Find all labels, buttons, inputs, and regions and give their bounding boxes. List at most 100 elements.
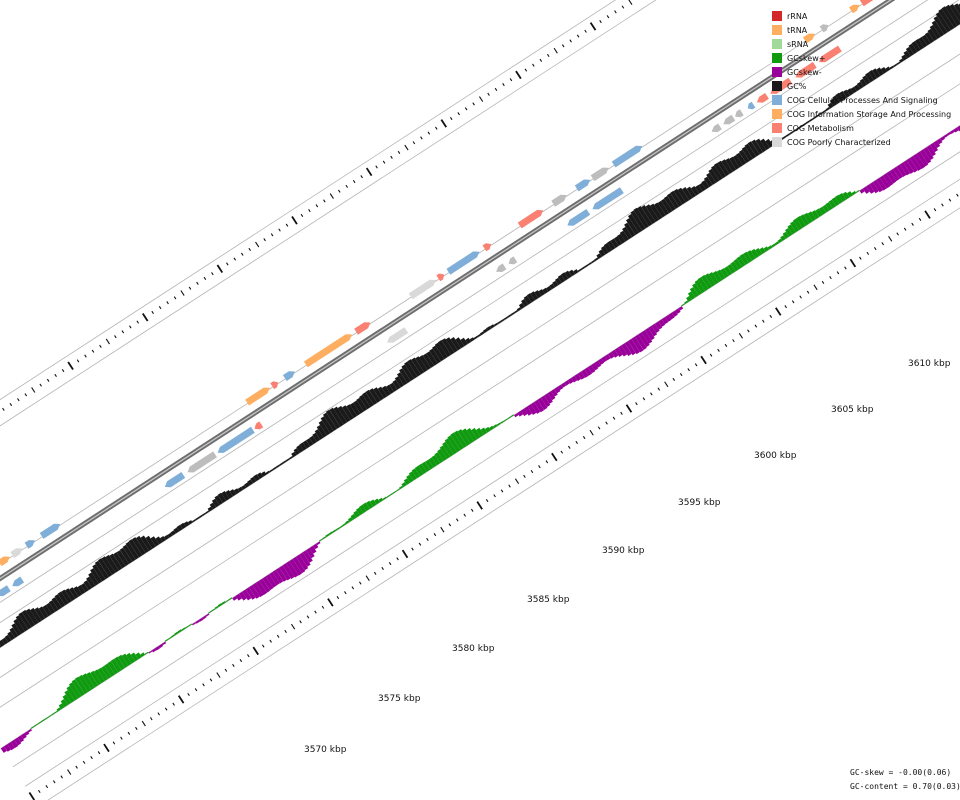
gc-bar-31 xyxy=(51,597,62,610)
inner-tick-ring xyxy=(28,193,959,800)
skew-bar-37 xyxy=(117,654,129,668)
skew-bar-228 xyxy=(763,246,769,252)
gc-bar-206 xyxy=(633,207,649,229)
outer-tick-71 xyxy=(375,165,378,169)
skew-bar-148 xyxy=(496,422,501,427)
skew-bar-278 xyxy=(933,140,941,149)
legend-swatch-gcskew-minus xyxy=(772,67,782,77)
inner-tick-22 xyxy=(194,688,198,692)
legend-item-rrna: rRNA xyxy=(772,9,958,23)
outer-tick-26 xyxy=(39,383,42,387)
inner-tick-69 xyxy=(545,460,549,464)
skew-bar-138 xyxy=(453,430,468,448)
skew-bar-219 xyxy=(730,261,739,272)
inner-tick-19 xyxy=(172,702,175,706)
inner-tick-45 xyxy=(365,575,370,581)
skew-bar-32 xyxy=(101,665,112,679)
skew-bar-84 xyxy=(282,563,295,579)
gc-bar-242 xyxy=(760,138,770,150)
outer-tick-100 xyxy=(589,22,597,31)
gc-bar-293 xyxy=(929,24,941,39)
gc-bar-275 xyxy=(872,68,881,79)
gc-bar-51 xyxy=(116,550,129,567)
inner-tick-63 xyxy=(500,489,504,493)
inner-tick-1 xyxy=(38,789,41,794)
skew-bar-247 xyxy=(825,202,833,211)
gc-bar-138 xyxy=(407,359,421,377)
skew-bar-56 xyxy=(188,623,192,627)
backbone-highlight xyxy=(0,0,892,580)
skew-bar-214 xyxy=(712,270,722,283)
outer-tick-58 xyxy=(278,228,281,232)
skew-bar-168 xyxy=(564,380,570,386)
skew-bar-117 xyxy=(392,490,397,494)
cds-feature-3 xyxy=(39,523,61,539)
gc-bar-268 xyxy=(850,86,857,94)
guide-line-1 xyxy=(0,0,657,427)
gc-bar-38 xyxy=(77,585,86,595)
cds-feature-1 xyxy=(10,548,23,558)
gc-bar-33 xyxy=(57,591,69,606)
inner-tick-99 xyxy=(769,314,773,318)
gc-bar-239 xyxy=(747,141,760,157)
skew-bar-194 xyxy=(651,323,660,333)
gc-bar-196 xyxy=(607,240,616,251)
gc-bar-163 xyxy=(500,318,505,323)
gc-bar-15 xyxy=(1,637,9,645)
skew-bar-167 xyxy=(561,382,567,388)
guide-line-3 xyxy=(0,0,929,603)
skew-bar-192 xyxy=(644,328,655,341)
inner-tick-41 xyxy=(336,595,340,600)
inner-tick-44 xyxy=(358,581,362,585)
skew-bar-190 xyxy=(638,332,650,348)
gc-bar-83 xyxy=(229,489,237,497)
skew-bar-25 xyxy=(74,676,88,694)
gc-bar-149 xyxy=(445,337,458,353)
skew-bar-97 xyxy=(325,533,330,538)
gc-bar-243 xyxy=(765,138,773,148)
gc-bar-176 xyxy=(542,287,549,294)
gc-bar-122 xyxy=(356,397,368,412)
gc-bar-150 xyxy=(450,337,461,351)
gc-bar-145 xyxy=(432,345,445,362)
skew-bar-23 xyxy=(68,682,82,699)
inner-tick-84 xyxy=(657,387,661,391)
skew-bar-172 xyxy=(577,371,585,380)
gc-bar-143 xyxy=(426,351,438,366)
outer-tick-104 xyxy=(621,5,625,9)
gc-bar-21 xyxy=(15,615,29,632)
inner-tick-24 xyxy=(209,678,213,682)
skew-bar-169 xyxy=(567,378,574,384)
skew-bar-252 xyxy=(842,191,850,200)
gc-bar-229 xyxy=(714,162,727,179)
gc-bar-211 xyxy=(654,202,666,218)
gc-bar-241 xyxy=(755,138,767,153)
outer-tick-83 xyxy=(464,107,468,111)
skew-bar-40 xyxy=(130,652,139,662)
skew-bar-261 xyxy=(876,177,887,191)
skew-bar-195 xyxy=(654,321,663,330)
gc-bar-60 xyxy=(150,536,160,547)
skew-bar-3 xyxy=(10,739,19,749)
gc-bar-287 xyxy=(911,41,921,52)
gc-bar-142 xyxy=(422,353,435,368)
skew-bar-186 xyxy=(624,341,636,356)
inner-tick-75 xyxy=(589,429,594,436)
gc-bar-180 xyxy=(555,277,562,286)
skew-bar-166 xyxy=(557,384,564,391)
outer-tick-72 xyxy=(382,160,386,164)
skew-bar-0 xyxy=(0,746,7,753)
gc-bar-282 xyxy=(899,58,904,63)
outer-tick-54 xyxy=(248,247,251,251)
inner-tick-104 xyxy=(806,290,810,294)
outer-tick-35 xyxy=(105,338,110,345)
outer-tick-62 xyxy=(308,209,311,213)
inner-tick-47 xyxy=(381,566,384,571)
inner-tick-123 xyxy=(948,198,952,202)
gc-bar-99 xyxy=(285,458,290,462)
outer-tick-36 xyxy=(114,335,117,339)
gc-bar-69 xyxy=(183,521,190,527)
skew-bar-153 xyxy=(514,413,519,418)
gc-bar-37 xyxy=(73,586,82,597)
gc-bar-85 xyxy=(237,486,243,492)
